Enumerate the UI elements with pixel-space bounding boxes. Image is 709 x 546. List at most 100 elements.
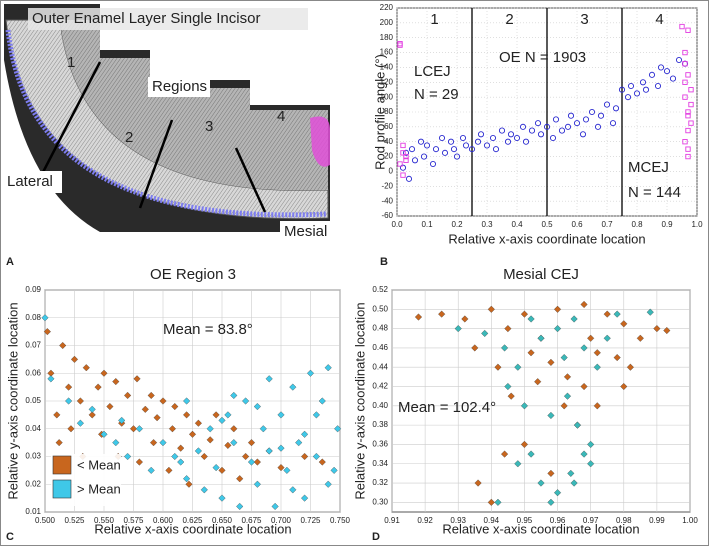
point [685,153,691,160]
point [603,310,611,318]
point [265,447,273,455]
point [474,138,482,145]
point [527,349,535,357]
point [603,101,611,108]
point [200,486,208,494]
panel-letter: B [380,256,388,268]
point [135,425,143,433]
x-tick-label: 0.3 [481,220,493,229]
point [682,61,688,67]
point [88,411,96,419]
point [594,123,602,130]
point [494,363,502,371]
y-tick-label: 140 [380,63,394,72]
point [194,419,202,427]
point [400,172,406,178]
point [53,411,61,419]
point [147,391,155,400]
point [441,149,449,156]
point [653,325,661,333]
region-line [234,147,267,213]
point [587,460,595,468]
point [185,480,193,488]
point [654,82,662,90]
region-label: 4 [655,11,663,28]
point [420,153,428,160]
x-tick-label: 0.7 [601,220,613,229]
point [682,79,688,85]
point [553,325,562,333]
point [504,325,512,333]
point [504,138,512,145]
point [620,382,628,391]
point [682,94,688,100]
point [547,469,555,477]
panel-letter: A [6,256,14,268]
point [543,123,551,130]
point [133,375,141,383]
point [402,149,410,156]
point [685,27,691,33]
point [112,439,120,447]
legend-swatch [52,455,72,475]
x-tick-label: 0.575 [123,516,144,525]
point [242,452,250,461]
point [438,310,446,318]
point [277,411,285,419]
point [100,430,108,438]
x-tick-label: 1.00 [682,516,698,525]
point [206,425,214,433]
point [685,113,691,119]
point [129,425,138,433]
point [593,363,601,371]
point [94,383,102,391]
point [277,444,285,452]
point [573,120,581,127]
y-tick-label: 80 [384,107,393,116]
x-axis-label: Relative x-axis coordinate location [442,521,639,536]
point [295,439,303,447]
mesial-cej-dots [310,116,330,167]
point [459,134,467,142]
x-tick-label: 0.95 [517,516,533,525]
point [454,325,462,333]
lateral-label: Lateral [7,173,53,190]
point [636,334,644,342]
x-tick-label: 0.5 [541,220,553,229]
chart-title: Mesial CEJ [503,266,579,283]
y-tick-label: 60 [384,122,393,131]
point [549,134,557,142]
point [242,397,250,405]
point [230,425,238,433]
region-label: 4 [277,108,285,125]
point [682,49,688,56]
point [301,430,309,438]
point [76,397,84,405]
x-tick-label: 0.725 [300,516,321,525]
label-bg [4,171,62,193]
x-tick-label: 0.9 [661,220,673,229]
point [106,402,114,411]
y-tick-label: 180 [380,33,394,42]
label-bg [148,77,210,97]
point [507,392,515,400]
point [504,382,512,391]
point [65,397,73,405]
point [500,450,509,458]
y-tick-label: 0.30 [372,497,388,506]
point [657,64,665,71]
panel-a: Outer Enamel Layer Single Incisor 1 2 3 … [3,3,348,268]
point [429,160,437,168]
point [88,405,96,413]
y-axis-label: Relative y-axis coordinate location [352,302,367,499]
point [646,308,654,316]
point [547,498,555,506]
point [520,310,529,318]
region-label: 3 [580,11,588,28]
x-tick-label: 0.650 [212,516,233,525]
point [312,452,320,461]
point [494,498,502,506]
y-tick-label: 120 [380,77,394,86]
point [432,146,440,153]
